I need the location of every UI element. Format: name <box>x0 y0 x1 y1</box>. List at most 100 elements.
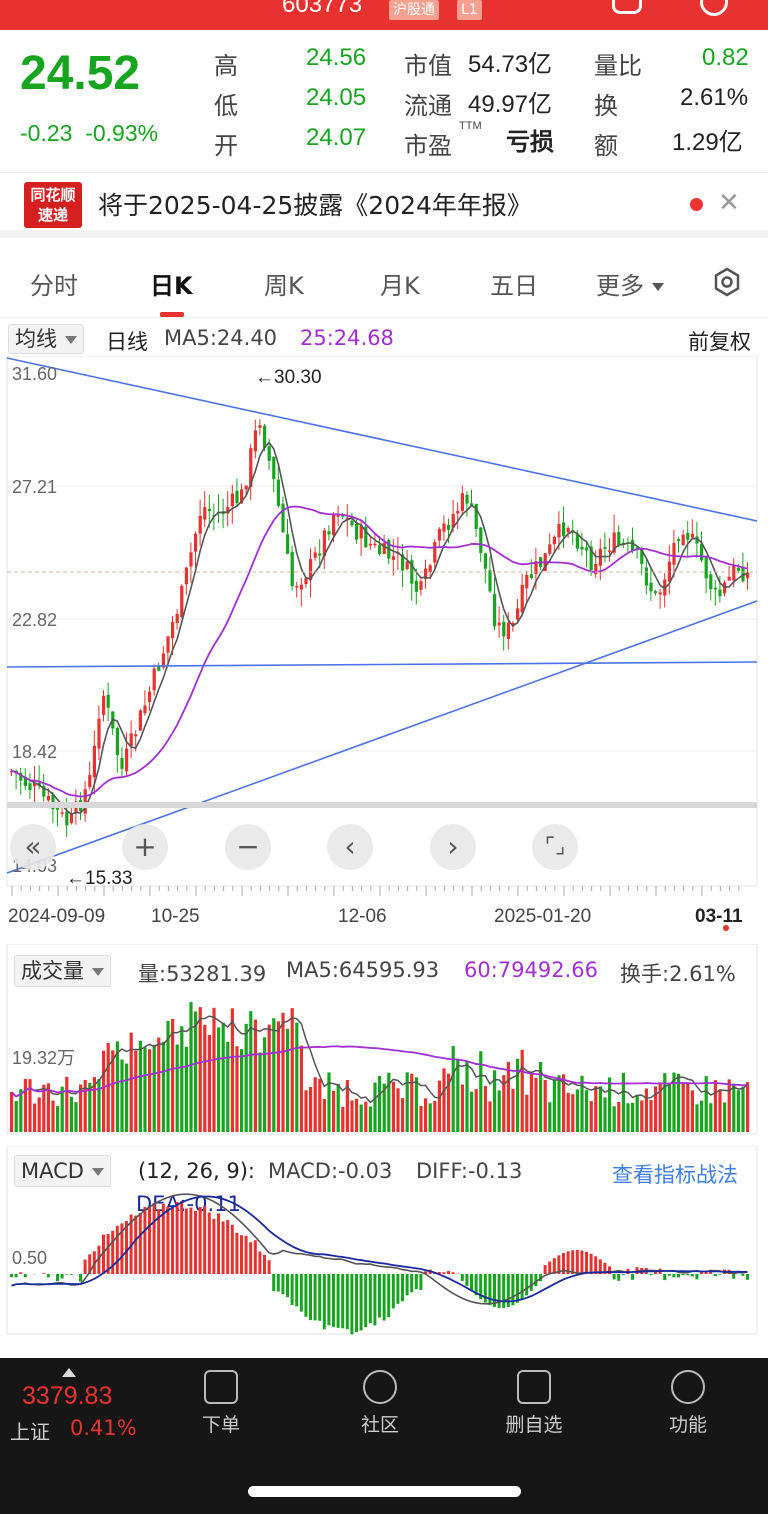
search-icon[interactable] <box>700 0 728 16</box>
zoom-out-button[interactable]: − <box>225 824 271 870</box>
macd-bar <box>672 1274 676 1278</box>
candle-body <box>355 524 359 540</box>
index-value[interactable]: 3379.83 <box>22 1382 113 1410</box>
settings-icon[interactable] <box>712 267 742 297</box>
macd-chart[interactable]: 0.50 <box>0 1146 768 1340</box>
macd-bar <box>677 1274 680 1278</box>
ths-logo: 同花顺 速递 <box>24 182 82 228</box>
volume-bar <box>272 1018 276 1132</box>
macd-selector[interactable]: MACD <box>14 1155 111 1187</box>
volume-chart[interactable]: 19.32万 <box>0 944 768 1140</box>
volume-bar <box>493 1070 497 1132</box>
candle-body <box>267 446 271 461</box>
candle-body <box>299 584 303 590</box>
tab-monthly[interactable]: 月K <box>380 272 420 300</box>
candle-body <box>276 479 280 506</box>
volume-bar <box>736 1090 740 1132</box>
nav-order[interactable]: 下单 <box>176 1366 266 1437</box>
volume-bar <box>460 1084 464 1132</box>
high-marker: ←30.30 <box>255 367 322 388</box>
macd-bar <box>387 1274 391 1318</box>
high-label: 高 <box>214 53 238 80</box>
volume-bar <box>709 1103 713 1132</box>
macd-bar <box>309 1274 312 1321</box>
macd-bar <box>359 1274 363 1331</box>
volume-bar <box>203 1024 207 1132</box>
macd-bar <box>497 1274 501 1308</box>
adjust-button[interactable]: 前复权 <box>688 330 751 354</box>
volume-bar <box>557 1075 561 1132</box>
macd-bar <box>198 1207 202 1274</box>
candle-body <box>474 503 478 529</box>
ma-selector[interactable]: 均线 <box>8 324 84 354</box>
candle-body <box>603 547 607 549</box>
volume-bar <box>608 1077 612 1132</box>
macd-frame <box>6 1146 758 1335</box>
nav-remove-watchlist[interactable]: 删自选 <box>489 1366 579 1437</box>
volume-bar <box>414 1077 418 1132</box>
candle-body <box>506 622 510 639</box>
dea-line <box>11 1195 748 1303</box>
candle-body <box>184 567 188 585</box>
tab-more[interactable]: 更多 <box>596 266 664 301</box>
pan-right-button[interactable]: › <box>430 824 476 870</box>
candle-body <box>138 710 142 731</box>
candle-body <box>631 539 635 551</box>
macd-bar <box>125 1221 128 1274</box>
candle-body <box>654 591 658 594</box>
candle-body <box>175 613 179 624</box>
index-percent[interactable]: 0.41% <box>70 1416 137 1440</box>
volume-bar <box>134 1050 138 1132</box>
volume-bar <box>704 1076 708 1132</box>
tab-five-day[interactable]: 五日 <box>490 272 538 300</box>
candle-body <box>414 580 418 592</box>
candle-body <box>608 550 612 552</box>
volume-bar <box>267 1024 271 1132</box>
macd-bar <box>603 1262 607 1274</box>
connect-tag: 沪股通 <box>389 0 439 20</box>
low-label: 低 <box>214 93 238 120</box>
volume-bar <box>368 1106 372 1132</box>
candle-body <box>470 503 474 506</box>
volume-bar <box>695 1104 699 1132</box>
home-indicator <box>248 1486 521 1497</box>
volume-bar <box>401 1098 405 1132</box>
candle-body <box>718 589 722 597</box>
nav-functions[interactable]: 功能 <box>643 1366 733 1437</box>
candle-body <box>322 530 326 557</box>
pan-left-button[interactable]: ‹ <box>327 824 373 870</box>
nav-community[interactable]: 社区 <box>335 1366 425 1437</box>
volume-bar <box>10 1091 14 1132</box>
candle-body <box>658 592 662 595</box>
tab-weekly[interactable]: 周K <box>264 272 304 300</box>
candle-body <box>304 578 308 585</box>
macd-bar <box>97 1245 101 1274</box>
candle-body <box>493 593 497 627</box>
chat-icon[interactable] <box>612 0 642 14</box>
volume-selector[interactable]: 成交量 <box>14 955 111 987</box>
macd-bar <box>253 1240 257 1274</box>
close-icon[interactable]: ✕ <box>718 188 740 218</box>
index-name[interactable]: 上证 <box>10 1420 50 1444</box>
y-tick: 18.42 <box>12 742 57 762</box>
candle-body <box>272 457 276 480</box>
notice-bar[interactable] <box>0 172 768 238</box>
zoom-in-button[interactable]: + <box>122 824 168 870</box>
candle-body <box>465 494 469 504</box>
zoom-left-icon[interactable]: « <box>10 824 56 870</box>
tab-intraday[interactable]: 分时 <box>30 272 78 300</box>
notice-text[interactable]: 将于2025-04-25披露《2024年年报》 <box>98 191 532 220</box>
tab-daily[interactable]: 日K <box>150 272 193 300</box>
candle-body <box>33 783 37 787</box>
macd-bar <box>562 1252 565 1274</box>
volume-bar <box>419 1105 423 1132</box>
candle-body <box>295 585 299 588</box>
indicator-strategy-link[interactable]: 查看指标战法 <box>612 1163 738 1187</box>
fullscreen-icon[interactable]: ⌜⌟ <box>532 824 578 870</box>
volume-bar <box>120 1059 124 1132</box>
kline-chart[interactable]: 31.60 27.21 22.82 18.42 14.03 ←30.30 ←15… <box>0 356 768 896</box>
macd-bar <box>396 1274 400 1304</box>
macd-bar <box>548 1261 552 1274</box>
macd-bar <box>401 1274 404 1302</box>
candle-body <box>125 748 129 772</box>
